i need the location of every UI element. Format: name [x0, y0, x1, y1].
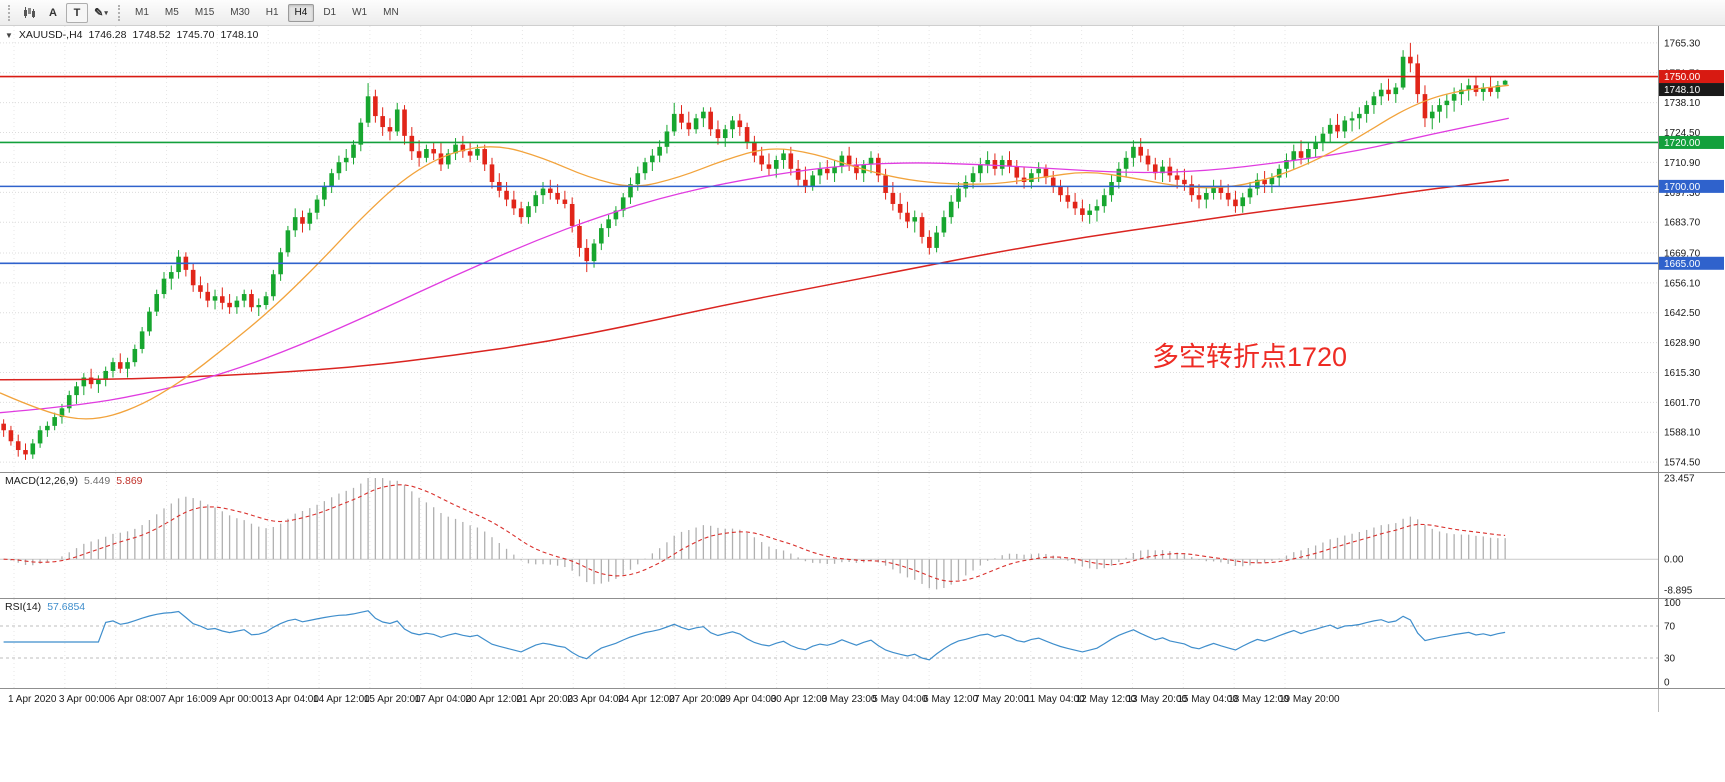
macd-histogram: [10, 478, 1506, 590]
axis-corner-separator: [1658, 689, 1659, 712]
time-axis-label: 17 Apr 04:00: [414, 694, 472, 705]
time-axis-label: 9 Apr 00:00: [211, 694, 263, 705]
macd-grid-layer: [0, 473, 1658, 598]
window-background: [0, 712, 1725, 782]
timeframe-button-m5[interactable]: M5: [158, 4, 186, 22]
timeframe-button-mn[interactable]: MN: [376, 4, 406, 22]
svg-text:0: 0: [1664, 678, 1670, 689]
svg-text:1720.00: 1720.00: [1664, 138, 1701, 149]
svg-text:1656.10: 1656.10: [1664, 278, 1701, 289]
timeframe-button-h4[interactable]: H4: [287, 3, 315, 22]
svg-text:1669.70: 1669.70: [1664, 248, 1701, 259]
svg-text:-8.895: -8.895: [1664, 586, 1693, 597]
time-axis-label: 15 May 04:00: [1177, 694, 1238, 705]
svg-text:1765.30: 1765.30: [1664, 38, 1701, 49]
time-axis-label: 7 Apr 16:00: [160, 694, 212, 705]
timeframe-button-m30[interactable]: M30: [223, 4, 256, 22]
chart-type-button[interactable]: [18, 3, 40, 23]
time-axis-label: 21 Apr 20:00: [516, 694, 574, 705]
time-axis-label: 12 May 12:00: [1075, 694, 1137, 705]
caret-down-icon: ▾: [104, 9, 108, 17]
time-axis-label: 27 Apr 20:00: [668, 694, 726, 705]
svg-text:1628.90: 1628.90: [1664, 338, 1701, 349]
time-axis-label: 18 May 12:00: [1228, 694, 1289, 705]
timeframe-toolbar-grip[interactable]: [118, 4, 122, 21]
svg-text:1665.00: 1665.00: [1664, 259, 1701, 270]
svg-text:1724.50: 1724.50: [1664, 128, 1701, 139]
current-price-badge: 1748.10: [1659, 83, 1724, 97]
macd-canvas[interactable]: 23.457 0.00 -8.895: [0, 472, 1725, 598]
timeframe-button-w1[interactable]: W1: [345, 4, 374, 22]
toolbar: A T ✎ ▾ M1 M5 M15 M30 H1 H4 D1 W1 MN: [0, 0, 1725, 26]
time-axis-label: 23 Apr 04:00: [567, 694, 624, 705]
rsi-line: [3, 610, 1506, 661]
time-axis-label: 14 Apr 12:00: [313, 694, 370, 705]
moving-averages-layer: [0, 84, 1509, 420]
svg-text:1738.10: 1738.10: [1664, 98, 1701, 109]
price-chart-panel: 1765.301751.701738.101724.501710.901697.…: [0, 26, 1725, 472]
price-badge-1720.00: 1720.00: [1659, 135, 1724, 149]
timeframe-button-m1[interactable]: M1: [128, 4, 156, 22]
time-axis-label: 20 Apr 12:00: [465, 694, 523, 705]
candles-layer: [1, 42, 1508, 460]
svg-text:1574.50: 1574.50: [1664, 458, 1701, 469]
horizontal-lines-layer: [0, 75, 1658, 265]
time-axis-label: 5 May 04:00: [872, 694, 928, 705]
rsi-panel: 100 70 30 0 RSI(14) 57.6854: [0, 598, 1725, 688]
svg-text:100: 100: [1664, 598, 1681, 609]
time-axis-label: 13 Apr 04:00: [262, 694, 319, 705]
macd-signal-line: [3, 484, 1506, 582]
svg-text:1748.10: 1748.10: [1664, 85, 1701, 96]
price-chart-canvas[interactable]: 1765.301751.701738.101724.501710.901697.…: [0, 26, 1725, 472]
macd-panel: 23.457 0.00 -8.895 MACD(12,26,9) 5.449 5.8…: [0, 472, 1725, 598]
svg-text:23.457: 23.457: [1664, 474, 1695, 485]
svg-text:1588.10: 1588.10: [1664, 428, 1701, 439]
draw-tools-button[interactable]: ✎ ▾: [90, 3, 112, 23]
svg-text:1642.50: 1642.50: [1664, 308, 1701, 319]
price-badge-1750.00: 1750.00: [1659, 70, 1724, 84]
time-axis-label: 11 May 04:00: [1024, 694, 1085, 705]
time-axis-label: 3 May 23:00: [821, 694, 877, 705]
svg-text:1615.30: 1615.30: [1664, 368, 1701, 379]
svg-text:1710.90: 1710.90: [1664, 158, 1701, 169]
pencil-icon: ✎: [94, 7, 104, 19]
time-axis-label: 15 Apr 20:00: [363, 694, 421, 705]
svg-text:1601.70: 1601.70: [1664, 398, 1701, 409]
rsi-grid-layer: [0, 599, 1658, 688]
time-axis-label: 19 May 20:00: [1279, 694, 1340, 705]
price-badge-1665.00: 1665.00: [1659, 256, 1724, 270]
time-axis[interactable]: 1 Apr 2020 3 Apr 00:00 6 Apr 08:00 7 Apr 16…: [0, 688, 1725, 712]
time-axis-label: 7 May 20:00: [973, 694, 1029, 705]
svg-text:30: 30: [1664, 654, 1676, 665]
time-axis-label: 24 Apr 12:00: [618, 694, 675, 705]
time-axis-label: 29 Apr 04:00: [719, 694, 777, 705]
svg-text:1750.00: 1750.00: [1664, 72, 1701, 83]
time-axis-label: 30 Apr 12:00: [770, 694, 828, 705]
symbol-dropdown-icon[interactable]: ▼: [5, 30, 13, 40]
time-axis-label: 3 Apr 00:00: [58, 694, 110, 705]
timeframe-button-m15[interactable]: M15: [188, 4, 221, 22]
svg-text:0.00: 0.00: [1664, 555, 1684, 566]
toolbar-grip[interactable]: [8, 4, 12, 21]
cursor-tool-button[interactable]: A: [42, 3, 64, 23]
candlestick-chart-icon: [23, 7, 35, 18]
svg-text:70: 70: [1664, 622, 1676, 633]
time-axis-label: 1 Apr 2020: [8, 694, 57, 705]
time-axis-label: 6 Apr 08:00: [109, 694, 161, 705]
price-scale: 1765.301751.701738.101724.501710.901697.…: [1658, 26, 1725, 472]
svg-text:1683.70: 1683.70: [1664, 218, 1701, 229]
timeframe-button-d1[interactable]: D1: [316, 4, 343, 22]
time-axis-label: 6 May 12:00: [923, 694, 979, 705]
grid-layer: [0, 26, 1658, 472]
rsi-scale: 100 70 30 0: [1658, 598, 1725, 688]
svg-text:1700.00: 1700.00: [1664, 182, 1701, 193]
timeframe-button-h1[interactable]: H1: [259, 4, 286, 22]
svg-text:1697.30: 1697.30: [1664, 188, 1701, 199]
macd-scale: 23.457 0.00 -8.895: [1658, 472, 1725, 598]
time-axis-label: 13 May 20:00: [1126, 694, 1188, 705]
price-badge-1700.00: 1700.00: [1659, 179, 1724, 193]
rsi-canvas[interactable]: 100 70 30 0: [0, 598, 1725, 688]
text-tool-button[interactable]: T: [66, 2, 88, 23]
